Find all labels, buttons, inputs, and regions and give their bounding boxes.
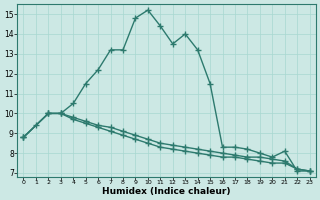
- X-axis label: Humidex (Indice chaleur): Humidex (Indice chaleur): [102, 187, 231, 196]
